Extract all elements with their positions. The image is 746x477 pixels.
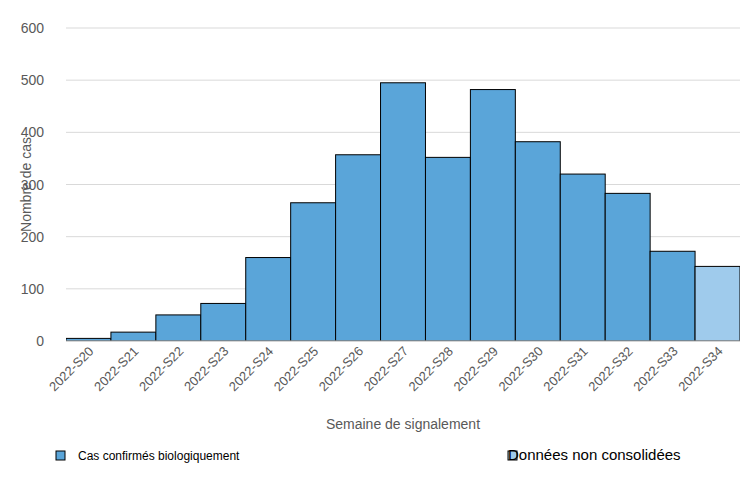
legend-swatch bbox=[56, 451, 65, 460]
x-tick-label: 2022-S32 bbox=[585, 344, 635, 394]
x-tick-label: 2022-S24 bbox=[226, 344, 276, 394]
x-tick-label: 2022-S22 bbox=[136, 344, 186, 394]
bar bbox=[560, 174, 605, 341]
bar bbox=[111, 332, 156, 341]
bar bbox=[201, 303, 246, 341]
bar bbox=[425, 157, 470, 341]
chart: 01002003004005006002022-S202022-S212022-… bbox=[0, 0, 746, 477]
y-tick-label: 500 bbox=[21, 72, 45, 88]
x-tick-label: 2022-S20 bbox=[46, 344, 96, 394]
bar bbox=[156, 315, 201, 341]
x-tick-label: 2022-S23 bbox=[181, 344, 231, 394]
bar bbox=[695, 266, 740, 341]
x-tick-label: 2022-S28 bbox=[406, 344, 456, 394]
y-tick-label: 0 bbox=[36, 333, 44, 349]
x-tick-label: 2022-S21 bbox=[91, 344, 141, 394]
grid-line bbox=[66, 80, 740, 81]
legend-label: Cas confirmés biologiquement bbox=[78, 449, 240, 463]
x-tick-label: 2022-S31 bbox=[540, 344, 590, 394]
grid-line bbox=[66, 28, 740, 29]
x-tick-label: 2022-S29 bbox=[451, 344, 501, 394]
y-tick-label: 100 bbox=[21, 281, 45, 297]
y-axis-label: Nombre de cas bbox=[18, 137, 34, 232]
x-axis-label: Semaine de signalement bbox=[326, 416, 480, 432]
x-tick-label: 2022-S33 bbox=[630, 344, 680, 394]
x-axis bbox=[66, 341, 740, 342]
bar bbox=[381, 83, 426, 341]
x-tick-label: 2022-S34 bbox=[675, 344, 725, 394]
y-tick-label: 600 bbox=[21, 20, 45, 36]
x-tick-label: 2022-S25 bbox=[271, 344, 321, 394]
bars bbox=[66, 83, 740, 341]
bar bbox=[515, 142, 560, 341]
x-tick-label: 2022-S30 bbox=[495, 344, 545, 394]
bar bbox=[605, 193, 650, 341]
x-tick-label: 2022-S26 bbox=[316, 344, 366, 394]
bar bbox=[246, 258, 291, 341]
bar bbox=[650, 251, 695, 341]
grid-line bbox=[66, 341, 740, 342]
bar bbox=[291, 203, 336, 341]
x-tick-label: 2022-S27 bbox=[361, 344, 411, 394]
legend-label: Données non consolidées bbox=[508, 446, 681, 463]
bar bbox=[470, 90, 515, 341]
bar bbox=[336, 155, 381, 341]
